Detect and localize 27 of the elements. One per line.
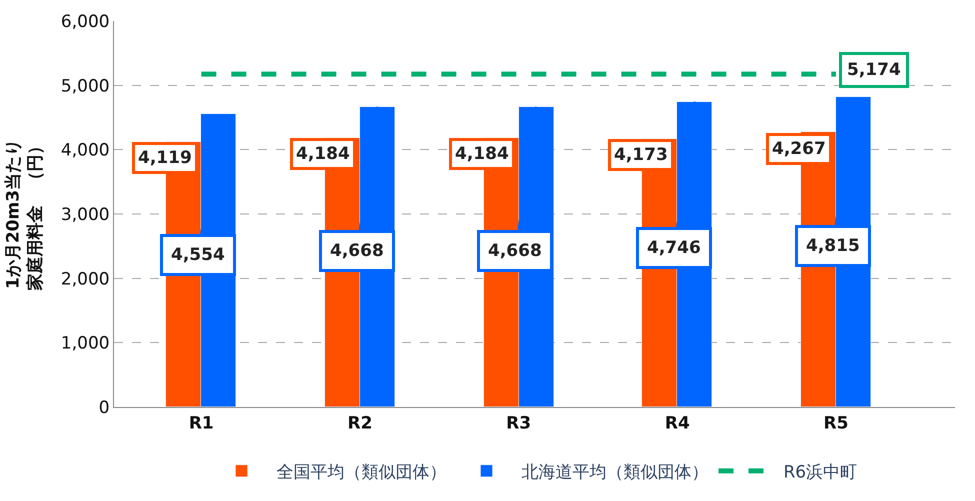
legend-label: R6浜中町 — [784, 462, 858, 482]
data-label: 5,174 — [847, 60, 901, 80]
y-tick-label: 1,000 — [60, 334, 110, 354]
x-tick-label: R2 — [347, 413, 372, 434]
data-label: 4,267 — [772, 139, 826, 159]
y-tick-label: 4,000 — [60, 140, 110, 161]
legend-label: 北海道平均（類似団体） — [522, 462, 708, 482]
y-tick-label: 0 — [98, 398, 110, 418]
y-axis-title: 1か月20m3当たり家庭用料金 （円） — [3, 138, 46, 292]
data-label: 4,173 — [614, 145, 668, 165]
data-label: 4,668 — [488, 241, 542, 261]
x-tick-label: R5 — [824, 413, 848, 434]
y-tick-label: 3,000 — [60, 204, 110, 225]
data-label: 4,184 — [455, 144, 509, 164]
data-label: 4,119 — [138, 148, 192, 168]
y-tick-label: 5,000 — [60, 76, 110, 96]
data-label: 4,554 — [171, 245, 225, 265]
data-label: 4,815 — [806, 236, 860, 256]
x-tick-label: R4 — [664, 413, 690, 434]
data-label: 4,746 — [647, 238, 701, 258]
data-label: 4,184 — [296, 144, 350, 164]
y-tick-label: 2,000 — [60, 269, 110, 290]
x-tick-label: R3 — [506, 413, 532, 434]
data-label: 4,668 — [330, 241, 384, 261]
legend-label: 全国平均（類似団体） — [276, 462, 446, 482]
x-tick-label: R1 — [188, 413, 214, 434]
y-tick-label: 6,000 — [60, 12, 110, 32]
